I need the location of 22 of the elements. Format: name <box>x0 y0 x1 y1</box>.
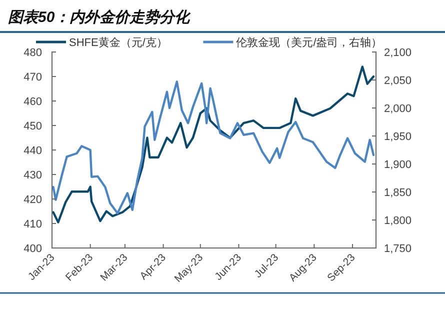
y-tick-label: 400 <box>24 243 42 255</box>
y-tick-label: 470 <box>24 72 42 84</box>
y2-tick-label: 2,050 <box>384 75 412 87</box>
y2-tick-label: 1,950 <box>384 131 412 143</box>
legend-label: 伦敦金现（美元/盎司，右轴） <box>236 36 382 49</box>
y2-tick-label: 2,000 <box>384 103 412 115</box>
y-tick-label: 410 <box>24 218 42 230</box>
y2-tick-label: 1,750 <box>384 243 412 255</box>
y-tick-label: 480 <box>24 47 42 59</box>
line-series <box>52 66 375 224</box>
y-tick-label: 450 <box>24 120 42 132</box>
y-tick-label: 460 <box>24 96 42 108</box>
y-tick-label: 440 <box>24 145 42 157</box>
y2-tick-label: 1,900 <box>384 159 412 171</box>
chart-title: 图表50：内外金价走势分化 <box>8 9 192 26</box>
legend-label: SHFE黄金（元/克） <box>69 36 168 49</box>
y2-tick-label: 1,850 <box>384 187 412 199</box>
y2-tick-label: 2,100 <box>384 47 412 59</box>
line-series <box>52 80 375 214</box>
y-tick-label: 420 <box>24 194 42 206</box>
y2-tick-label: 1,800 <box>384 215 412 227</box>
y-tick-label: 430 <box>24 170 42 182</box>
